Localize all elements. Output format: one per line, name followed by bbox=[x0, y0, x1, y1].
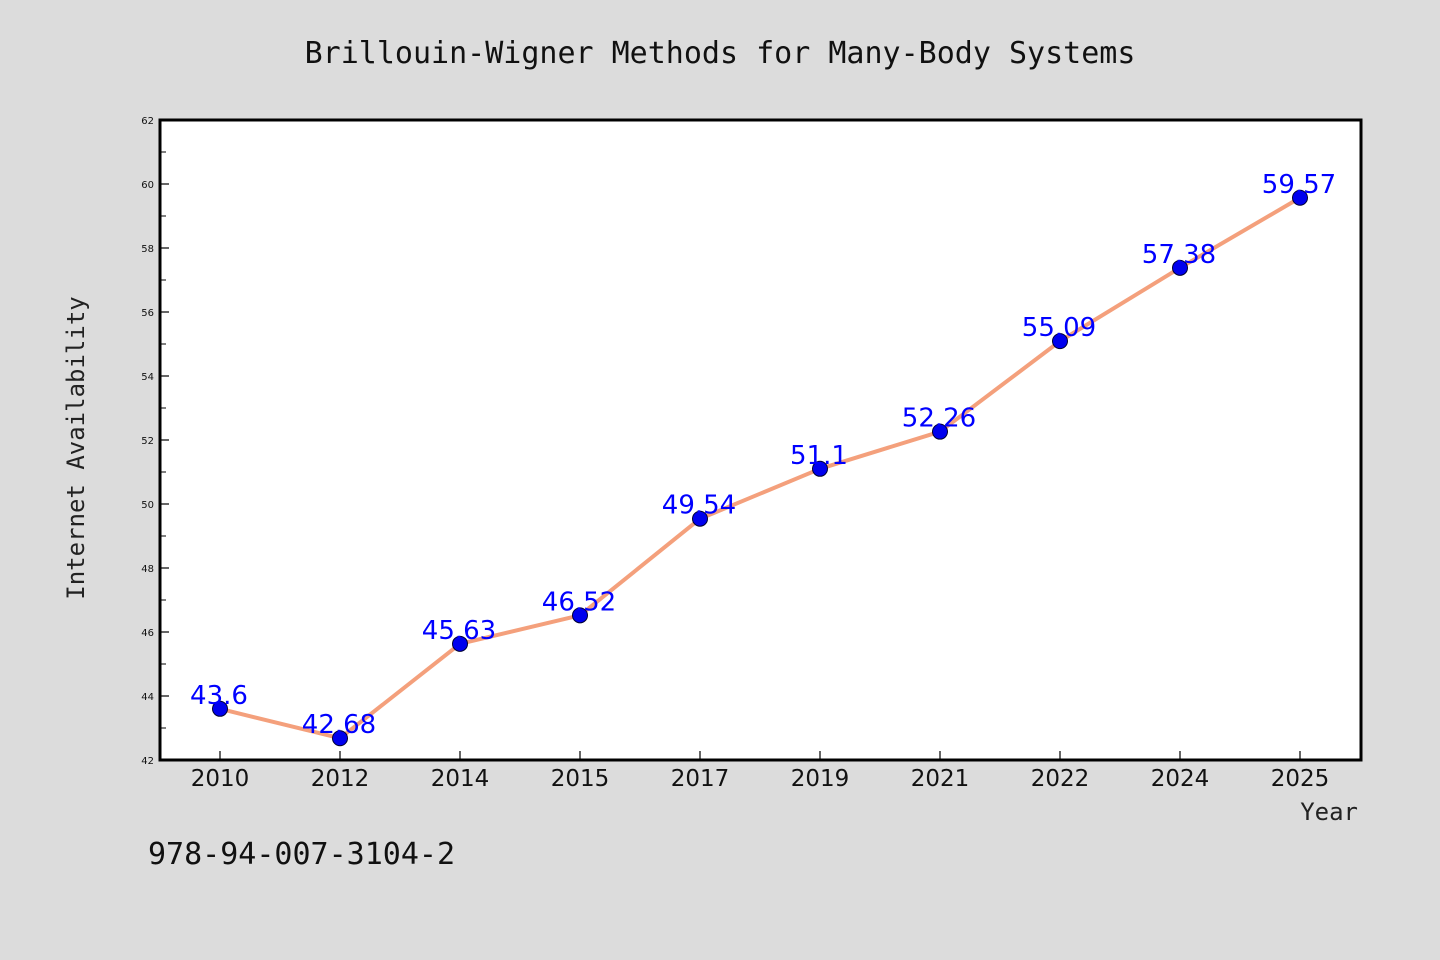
data-point bbox=[932, 423, 948, 440]
data-label: 43.6 bbox=[190, 681, 248, 711]
y-tick-label: 42 bbox=[141, 756, 154, 767]
x-tick-label: 2017 bbox=[671, 766, 730, 792]
data-point bbox=[212, 700, 228, 717]
y-tick-label: 50 bbox=[141, 500, 154, 511]
x-axis-ticks: 2010 2012 2014 2015 2017 2019 2021 2022 2024 2025 bbox=[191, 751, 1330, 792]
data-labels: 43.6 42.68 45.63 46.52 49.54 51.1 52.26 55.09 57… bbox=[190, 170, 1336, 740]
series-line bbox=[218, 195, 1302, 741]
y-tick-label: 54 bbox=[141, 372, 154, 383]
data-label: 49.54 bbox=[662, 491, 736, 521]
y-tick-label: 60 bbox=[141, 180, 154, 191]
data-label: 51.1 bbox=[790, 441, 848, 471]
x-tick-label: 2021 bbox=[911, 766, 970, 792]
data-point bbox=[1172, 259, 1188, 276]
plot-area bbox=[160, 120, 1361, 760]
y-tick-label: 62 bbox=[141, 116, 154, 127]
y-tick-label: 58 bbox=[141, 244, 154, 255]
plot-frame bbox=[158, 118, 1363, 762]
y-tick-label: 52 bbox=[141, 436, 154, 447]
y-tick-label: 48 bbox=[141, 564, 154, 575]
x-axis-label: Year bbox=[1300, 798, 1358, 826]
x-tick-label: 2014 bbox=[431, 766, 490, 792]
data-point bbox=[692, 510, 708, 527]
data-label: 57.38 bbox=[1142, 240, 1216, 270]
x-tick-label: 2024 bbox=[1151, 766, 1210, 792]
data-point bbox=[452, 635, 468, 652]
data-label: 42.68 bbox=[302, 710, 376, 740]
y-tick-label: 44 bbox=[141, 692, 154, 703]
x-tick-label: 2015 bbox=[551, 766, 610, 792]
data-point bbox=[1052, 333, 1068, 350]
x-tick-label: 2025 bbox=[1271, 766, 1330, 792]
x-tick-label: 2022 bbox=[1031, 766, 1090, 792]
x-tick-label: 2010 bbox=[191, 766, 250, 792]
data-point bbox=[812, 460, 828, 477]
y-axis-label: Internet Availability bbox=[62, 296, 90, 599]
y-tick-label: 46 bbox=[141, 628, 154, 639]
series-layer bbox=[212, 189, 1308, 747]
data-label: 55.09 bbox=[1022, 313, 1096, 343]
data-point bbox=[332, 730, 348, 747]
data-label: 46.52 bbox=[542, 587, 616, 617]
x-tick-label: 2012 bbox=[311, 766, 370, 792]
data-label: 59.57 bbox=[1262, 170, 1336, 200]
data-label: 52.26 bbox=[902, 404, 976, 434]
chart-title: Brillouin-Wigner Methods for Many-Body S… bbox=[305, 36, 1136, 71]
data-point bbox=[572, 607, 588, 624]
y-tick-label: 56 bbox=[141, 308, 154, 319]
x-tick-label: 2019 bbox=[791, 766, 850, 792]
data-label: 45.63 bbox=[422, 616, 496, 646]
isbn-footer: 978-94-007-3104-2 bbox=[148, 837, 455, 872]
data-point bbox=[1292, 189, 1308, 206]
